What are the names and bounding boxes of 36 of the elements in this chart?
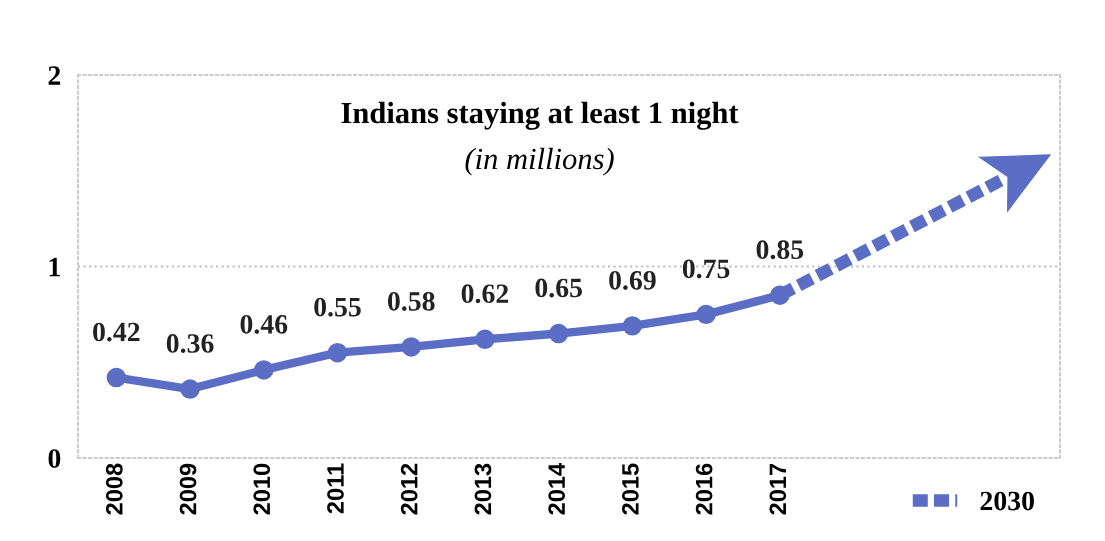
x-tick-label: 2008	[105, 463, 123, 515]
x-tick-label: 2016	[695, 463, 713, 515]
point	[696, 304, 716, 325]
point	[327, 342, 348, 363]
data-label: 0.75	[682, 259, 730, 279]
x-tick-label: 2012	[400, 463, 418, 515]
point	[180, 379, 200, 399]
point	[475, 329, 495, 349]
data-label: 0.36	[166, 334, 214, 353]
data-label: 0.62	[461, 284, 509, 304]
point	[770, 285, 790, 305]
data-label: 0.85	[756, 240, 804, 260]
text: Indians staying at least 1 night	[341, 101, 739, 130]
x-tick-label: 2011	[327, 463, 344, 514]
y-tick-label: 1	[49, 257, 60, 277]
point	[548, 323, 569, 344]
legend-label: 2030	[980, 491, 1034, 511]
x-tick-label: 2010	[253, 463, 271, 515]
data-label: 0.69	[609, 270, 656, 290]
y-tick-label: 0	[48, 449, 61, 468]
x-tick-label: 2013	[474, 463, 492, 515]
text: (in millions)	[465, 147, 614, 176]
point	[401, 337, 421, 357]
x-tick-label: 2017	[769, 463, 787, 515]
data-label: 0.46	[240, 314, 288, 334]
data-label: 0.55	[314, 297, 361, 317]
x-tick-label: 2009	[179, 463, 197, 515]
y-tick-label: 2	[48, 66, 61, 85]
point	[254, 360, 274, 380]
data-label: 0.58	[387, 291, 435, 311]
x-tick-label: 2015	[622, 463, 639, 515]
point	[622, 316, 643, 336]
data-label: 0.42	[93, 322, 140, 342]
point	[106, 367, 127, 388]
x-tick-label: 2014	[548, 462, 566, 515]
data-label: 0.65	[535, 278, 582, 298]
